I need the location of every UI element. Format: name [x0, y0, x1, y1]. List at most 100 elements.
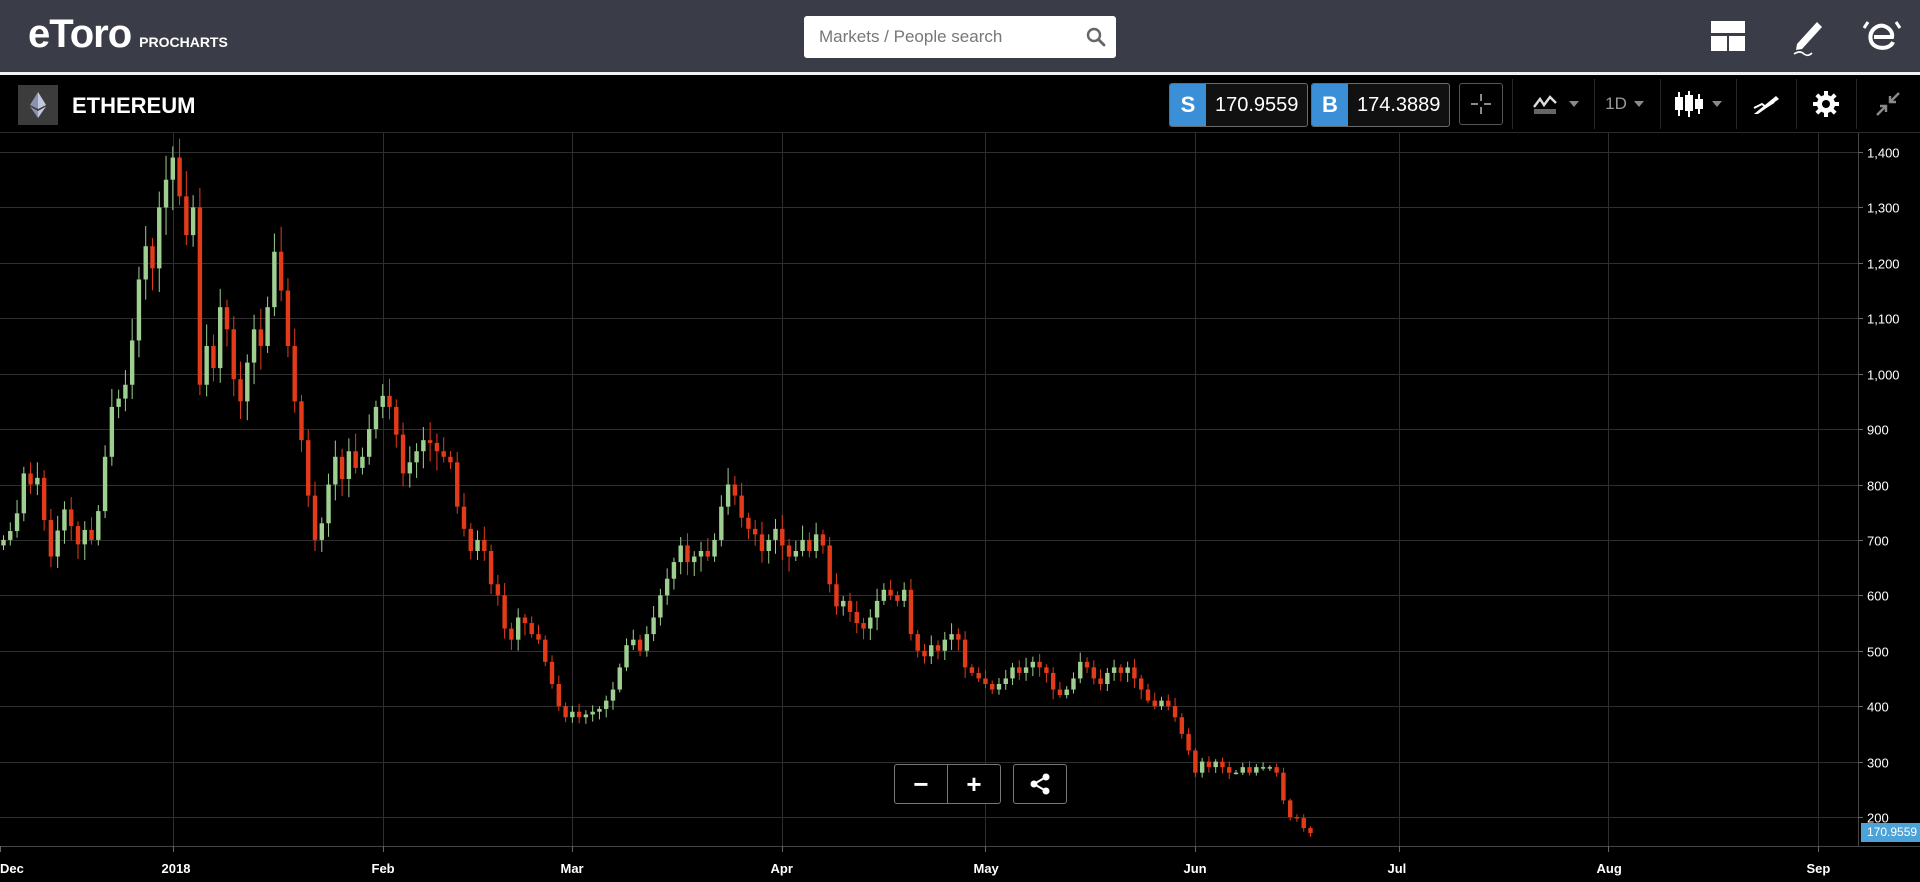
candle: [658, 588, 663, 626]
candle: [664, 568, 670, 605]
candle: [319, 517, 324, 552]
candle: [1240, 762, 1245, 775]
candle: [854, 601, 859, 634]
candle: [41, 470, 47, 531]
drawing-tools-icon: [1753, 96, 1779, 114]
candle: [414, 443, 419, 478]
candle: [1003, 669, 1008, 690]
candle: [1233, 770, 1239, 775]
candle: [455, 452, 460, 514]
collapse-button[interactable]: [1866, 83, 1910, 125]
candle: [1098, 669, 1103, 691]
crosshair-button[interactable]: [1459, 83, 1503, 125]
candle: [793, 540, 799, 561]
candle: [1132, 659, 1137, 688]
etoro-logo[interactable]: eToro PROCHARTS: [28, 12, 228, 56]
candle: [441, 437, 446, 463]
candle: [1179, 713, 1185, 739]
candle: [1281, 767, 1286, 805]
settings-button[interactable]: [1804, 83, 1848, 125]
candle: [109, 388, 115, 466]
pencil-icon[interactable]: [1784, 12, 1832, 60]
y-tick-label: 1,400: [1867, 146, 1900, 161]
chart-grid: [0, 133, 1858, 846]
candle: [238, 361, 243, 419]
candle: [204, 324, 209, 397]
candle: [177, 138, 182, 206]
share-icon: [1030, 773, 1050, 795]
chart-type-dropdown[interactable]: [1670, 83, 1726, 125]
y-tick-label: 200: [1867, 811, 1889, 826]
layout-icon[interactable]: [1704, 12, 1752, 60]
buy-button[interactable]: B 174.3889: [1311, 83, 1451, 127]
candle: [624, 638, 629, 672]
sell-label: S: [1170, 84, 1206, 126]
candle: [766, 534, 771, 564]
candle: [312, 481, 318, 552]
candle: [21, 466, 27, 522]
candle: [55, 515, 60, 569]
candle: [1057, 681, 1063, 698]
candle: [190, 195, 196, 247]
candle: [461, 493, 467, 537]
candle: [1254, 763, 1259, 776]
candle: [644, 626, 650, 657]
candle: [807, 532, 812, 558]
candle: [678, 537, 683, 575]
x-tick-label: May: [974, 861, 1000, 876]
candle: [1206, 756, 1212, 773]
candle: [1145, 683, 1151, 704]
y-tick-label: 1,300: [1867, 201, 1900, 216]
candle: [278, 226, 284, 302]
candle: [732, 475, 738, 505]
candle: [861, 617, 866, 640]
candle: [786, 538, 792, 572]
toolbar-divider: [1512, 79, 1513, 129]
candle: [631, 629, 636, 650]
candle: [901, 582, 907, 608]
y-tick-label: 400: [1867, 700, 1889, 715]
etoro-e-icon[interactable]: [1858, 12, 1906, 60]
candle: [482, 526, 487, 561]
zoom-in-button[interactable]: +: [947, 764, 1001, 804]
candle: [549, 655, 555, 689]
indicators-button[interactable]: [1526, 83, 1586, 125]
candle: [306, 429, 311, 507]
candle: [780, 515, 785, 561]
interval-dropdown[interactable]: 1D: [1600, 83, 1650, 125]
buy-price: 174.3889: [1357, 93, 1441, 116]
candle: [1274, 763, 1279, 777]
candle: [1105, 667, 1110, 691]
candle: [868, 609, 873, 641]
candle: [942, 631, 948, 661]
y-tick-label: 1,000: [1867, 368, 1900, 383]
candle: [759, 521, 765, 563]
candle: [1125, 661, 1130, 683]
candle: [705, 537, 710, 561]
candle: [983, 670, 988, 689]
x-tick-label: Jul: [1388, 861, 1407, 876]
candle: [136, 266, 142, 358]
candle: [698, 541, 704, 572]
candle: [211, 334, 216, 382]
search-icon[interactable]: [1086, 27, 1106, 47]
sell-button[interactable]: S 170.9559: [1169, 83, 1309, 127]
plus-icon: +: [966, 769, 982, 799]
instrument-name: ETHEREUM: [72, 93, 196, 118]
candle: [1294, 814, 1300, 822]
candle: [366, 414, 372, 465]
candle: [1193, 748, 1198, 778]
candle: [712, 533, 717, 562]
candle: [847, 592, 853, 622]
candle: [529, 616, 534, 638]
drawing-tools-button[interactable]: [1744, 83, 1788, 125]
candle: [28, 462, 33, 495]
y-tick-label: 600: [1867, 589, 1889, 604]
search-box: [804, 16, 1116, 58]
share-button[interactable]: [1013, 764, 1067, 804]
candle: [157, 191, 162, 292]
zoom-out-button[interactable]: −: [894, 764, 948, 804]
search-input[interactable]: [804, 16, 1081, 58]
candle: [231, 316, 236, 397]
